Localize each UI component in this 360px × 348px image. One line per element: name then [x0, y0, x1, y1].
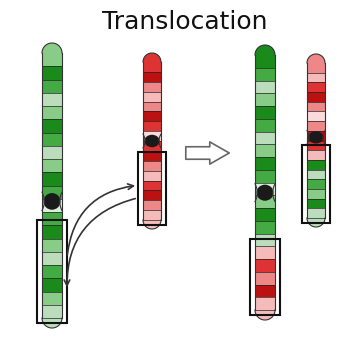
Ellipse shape	[307, 209, 325, 227]
Ellipse shape	[42, 43, 62, 63]
Bar	[42, 185, 62, 199]
Bar	[143, 151, 161, 161]
Bar	[143, 121, 161, 131]
Bar	[143, 82, 161, 92]
Bar	[255, 182, 275, 195]
Ellipse shape	[255, 300, 275, 320]
Bar	[143, 131, 161, 141]
Ellipse shape	[255, 45, 275, 65]
Bar	[255, 93, 275, 106]
Bar	[255, 170, 275, 182]
Bar	[255, 272, 275, 285]
Bar	[255, 208, 275, 221]
Bar	[307, 121, 325, 131]
Bar	[307, 73, 325, 82]
Bar	[42, 172, 62, 185]
Bar	[42, 119, 62, 133]
Bar	[255, 55, 275, 68]
Bar	[255, 297, 275, 310]
Bar	[42, 146, 62, 159]
Bar	[143, 111, 161, 121]
Bar	[255, 119, 275, 132]
Bar	[250, 239, 280, 315]
Bar	[307, 208, 325, 218]
Bar	[42, 238, 62, 252]
Bar	[307, 150, 325, 160]
FancyArrowPatch shape	[67, 184, 134, 255]
Bar	[255, 157, 275, 170]
Bar	[42, 93, 62, 106]
Bar	[42, 133, 62, 146]
Bar	[143, 102, 161, 111]
FancyArrowPatch shape	[186, 142, 229, 164]
Bar	[307, 131, 325, 141]
Bar	[255, 106, 275, 119]
Bar	[307, 111, 325, 121]
Bar	[143, 171, 161, 181]
Bar	[143, 72, 161, 82]
Ellipse shape	[309, 131, 324, 143]
Bar	[307, 199, 325, 208]
Bar	[255, 259, 275, 272]
Bar	[307, 141, 325, 150]
Bar	[255, 195, 275, 208]
Bar	[143, 190, 161, 200]
Bar	[255, 285, 275, 297]
Bar	[307, 160, 325, 169]
Bar	[302, 145, 330, 223]
Bar	[143, 62, 161, 72]
Ellipse shape	[256, 185, 274, 201]
Bar	[42, 106, 62, 119]
Bar	[143, 210, 161, 220]
Bar	[307, 189, 325, 199]
Bar	[42, 265, 62, 278]
Bar	[42, 212, 62, 225]
Bar	[42, 225, 62, 238]
Bar	[307, 169, 325, 179]
Bar	[42, 199, 62, 212]
Ellipse shape	[143, 211, 161, 229]
Bar	[143, 141, 161, 151]
Bar	[37, 220, 67, 323]
Bar	[307, 92, 325, 102]
Bar	[42, 79, 62, 93]
FancyArrowPatch shape	[64, 199, 135, 285]
Bar	[42, 252, 62, 265]
Bar	[42, 53, 62, 66]
Bar	[42, 292, 62, 305]
Bar	[143, 161, 161, 171]
Bar	[255, 132, 275, 144]
Bar	[307, 82, 325, 92]
Ellipse shape	[42, 308, 62, 328]
Text: Translocation: Translocation	[102, 10, 268, 34]
Bar	[255, 221, 275, 234]
Ellipse shape	[143, 53, 161, 71]
Bar	[42, 159, 62, 172]
Ellipse shape	[44, 193, 60, 210]
Bar	[143, 92, 161, 102]
Ellipse shape	[144, 135, 159, 147]
Bar	[307, 63, 325, 73]
Bar	[138, 152, 166, 225]
Bar	[255, 234, 275, 246]
Bar	[42, 305, 62, 318]
Bar	[307, 179, 325, 189]
Bar	[143, 181, 161, 190]
Bar	[255, 80, 275, 93]
Bar	[307, 102, 325, 111]
Bar	[255, 246, 275, 259]
Ellipse shape	[307, 54, 325, 72]
Bar	[42, 278, 62, 292]
Bar	[42, 66, 62, 79]
Bar	[143, 200, 161, 210]
Bar	[255, 68, 275, 80]
Bar	[255, 144, 275, 157]
